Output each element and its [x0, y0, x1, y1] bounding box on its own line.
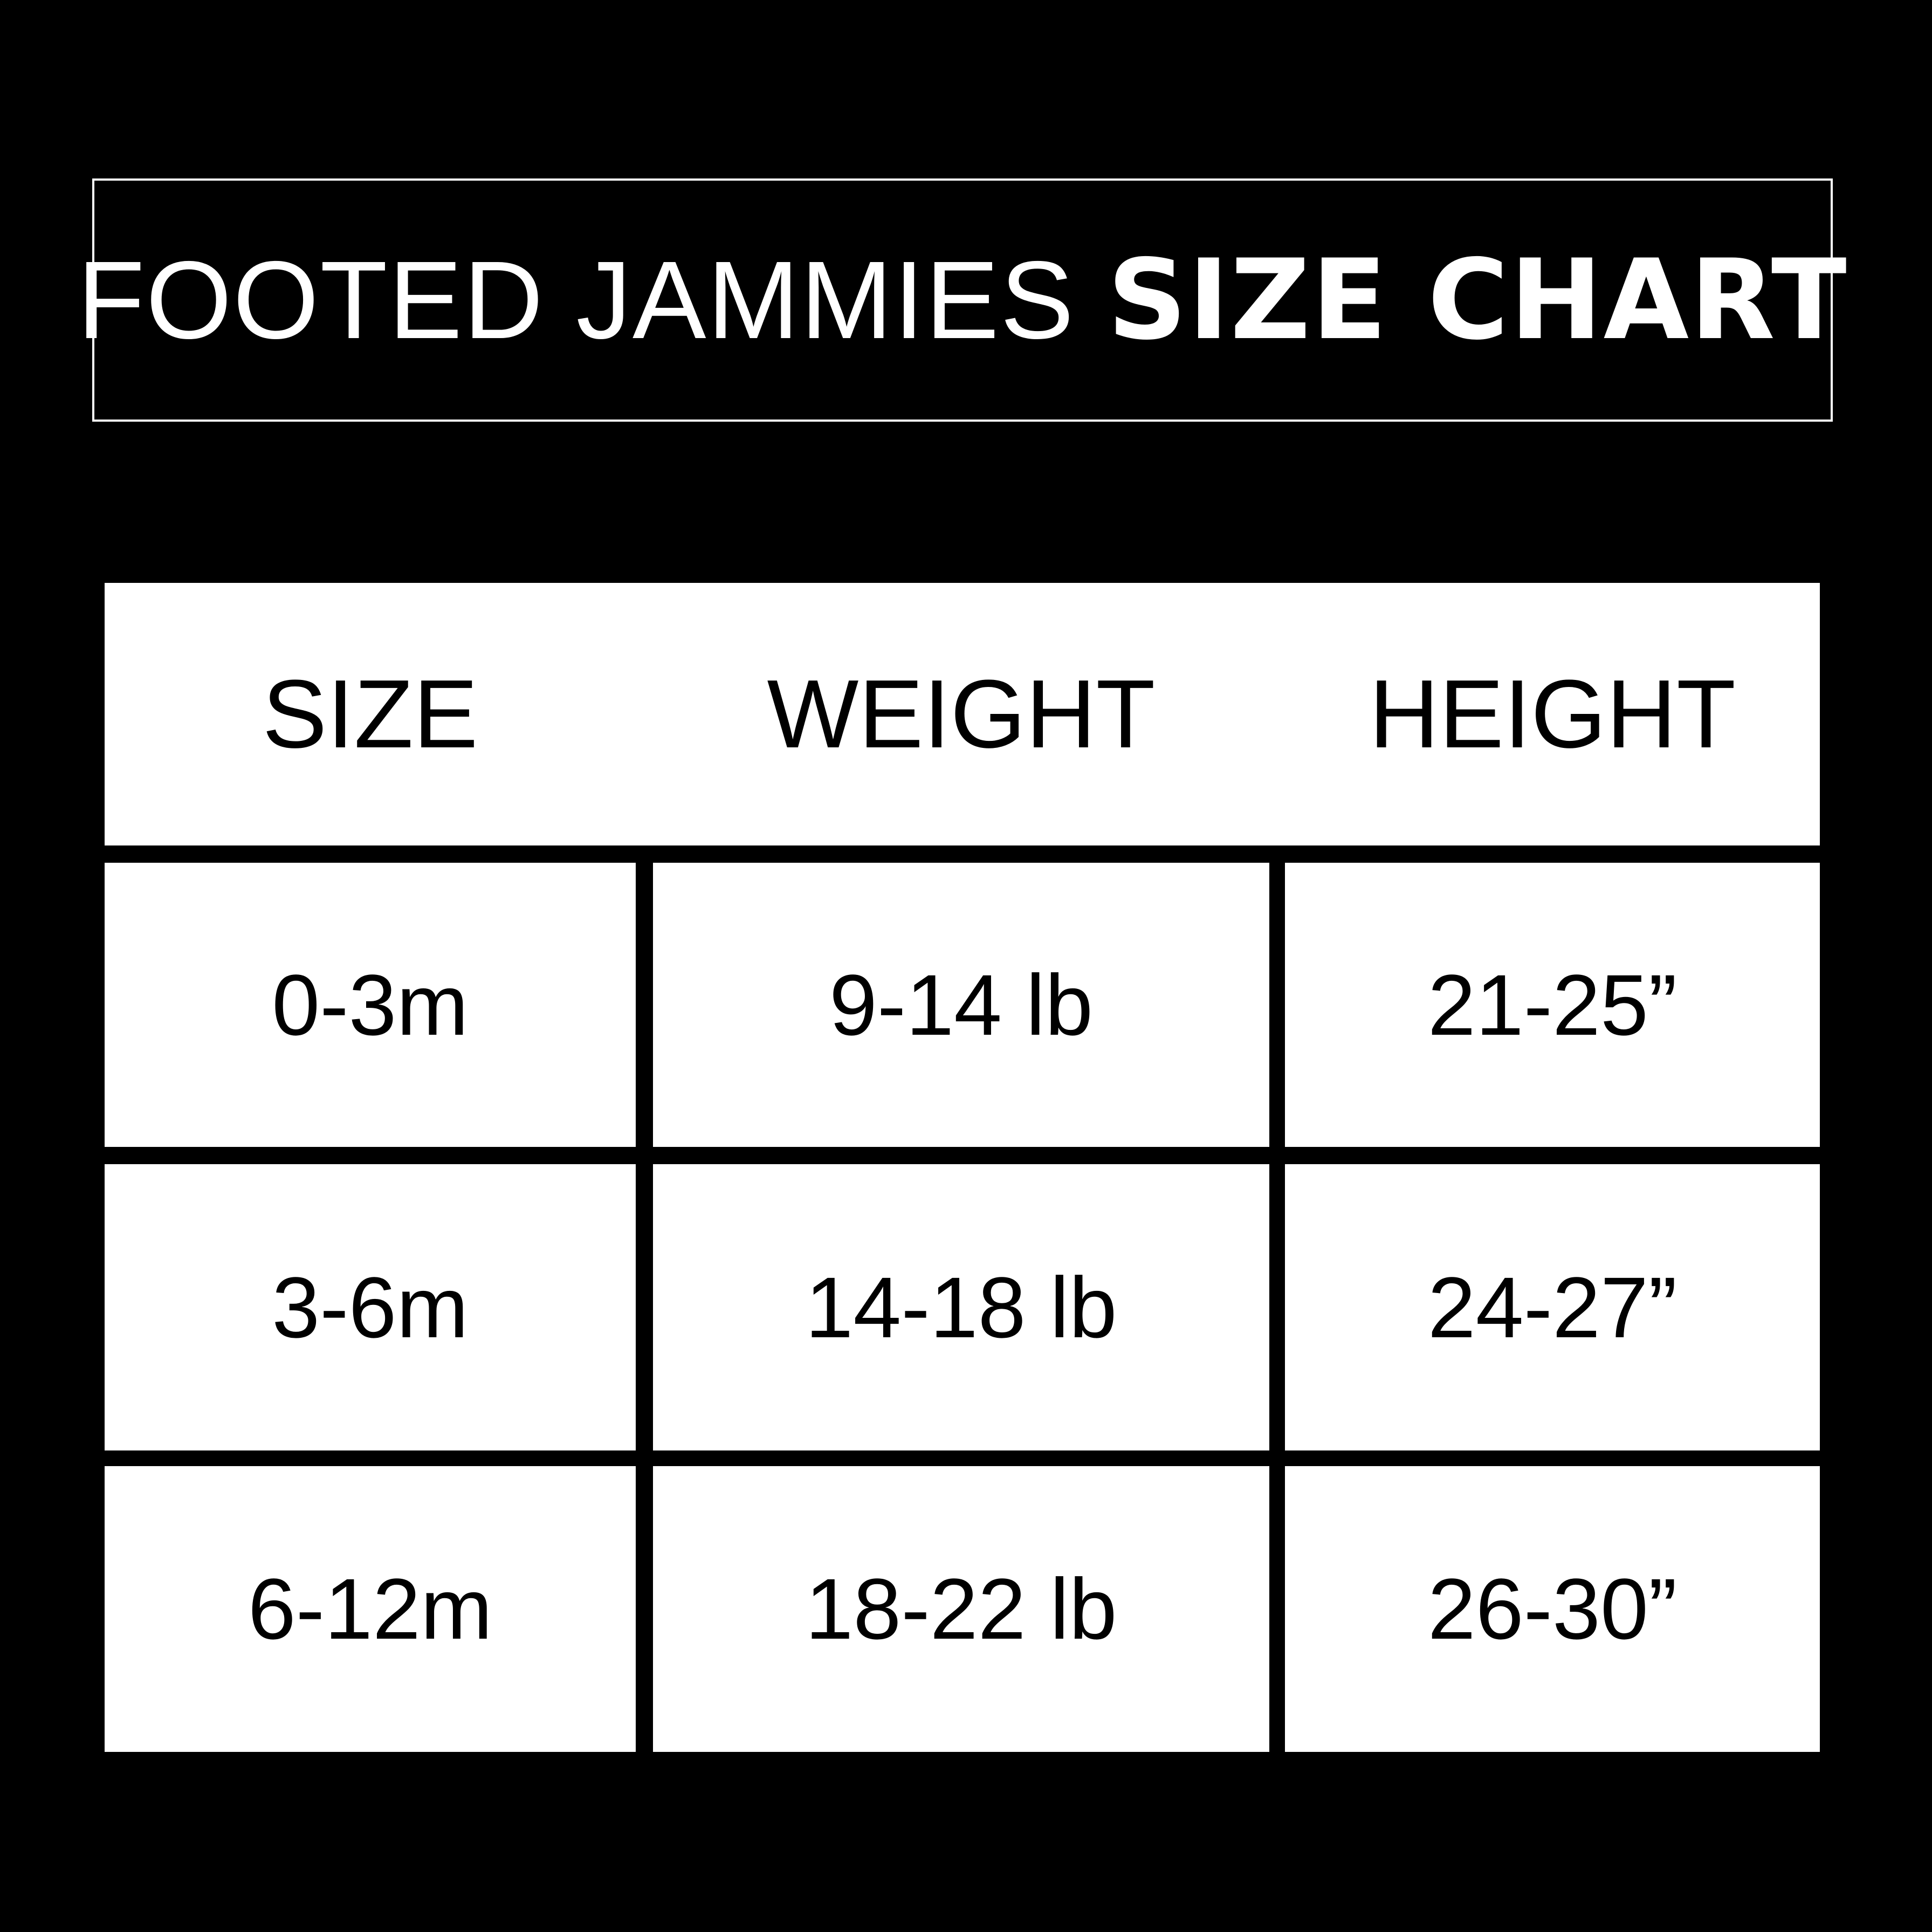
cell-size: 0-3m: [105, 863, 636, 1147]
header-size: SIZE: [262, 660, 478, 768]
cell-weight: 9-14 lb: [653, 863, 1269, 1147]
title-bold: SIZE CHART: [1107, 236, 1848, 365]
title-box: FOOTED JAMMIES SIZE CHART: [77, 178, 1847, 422]
cell-height: 24-27”: [1285, 1164, 1820, 1450]
cell-height: 26-30”: [1285, 1466, 1820, 1752]
title-light: FOOTED JAMMIES: [77, 238, 1075, 362]
cell-weight: 18-22 lb: [653, 1466, 1269, 1752]
cell-size: 6-12m: [105, 1466, 636, 1752]
header-weight: WEIGHT: [767, 660, 1156, 768]
cell-height: 21-25”: [1285, 863, 1820, 1147]
cell-size: 3-6m: [105, 1164, 636, 1450]
table-header: SIZE WEIGHT HEIGHT: [105, 583, 1820, 845]
header-height: HEIGHT: [1369, 660, 1736, 768]
cell-weight: 14-18 lb: [653, 1164, 1269, 1450]
